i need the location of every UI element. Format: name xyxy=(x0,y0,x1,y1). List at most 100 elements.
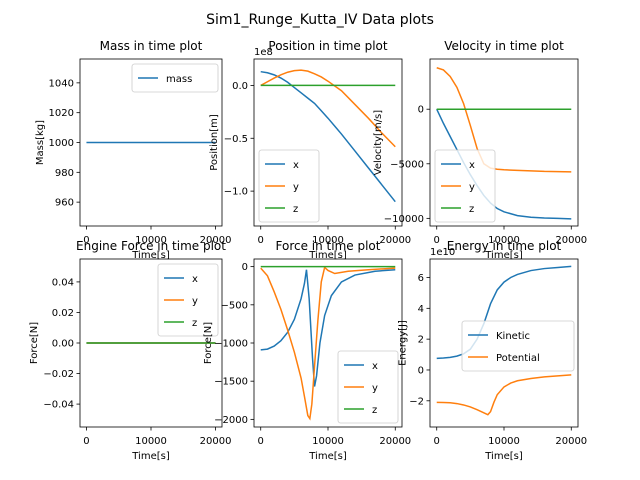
x-tick-label: 10000 xyxy=(488,436,520,447)
x-tick-label: 10000 xyxy=(488,235,520,246)
x-axis-label: Time[s] xyxy=(484,250,523,261)
y-tick-label: −2 xyxy=(409,396,424,407)
subplot-title: Position in time plot xyxy=(268,39,388,53)
legend-label-mass: mass xyxy=(166,74,192,85)
legend-label-x: x xyxy=(469,160,475,171)
x-tick-label: 10000 xyxy=(312,235,344,246)
y-axis-label: Energy[J] xyxy=(398,320,409,366)
x-tick-label: 10000 xyxy=(135,235,167,246)
x-tick-label: 20000 xyxy=(555,436,587,447)
y-tick-label: 0 xyxy=(242,262,248,273)
subplot-title: Engine Force in time plot xyxy=(76,239,226,253)
y-tick-label: 0.04 xyxy=(52,277,74,288)
y-tick-label: 960 xyxy=(55,198,74,209)
legend: mass xyxy=(131,63,219,93)
legend-label-y: y xyxy=(372,383,378,394)
legend-box xyxy=(258,149,320,223)
y-tick-label: −0.04 xyxy=(43,400,74,411)
y-tick-label: −1000 xyxy=(214,339,248,350)
series-lines xyxy=(260,265,396,421)
legend-box xyxy=(461,320,575,372)
legend-box xyxy=(434,149,496,223)
axis-offset-label: 1e8 xyxy=(254,47,273,58)
legend-label-z: z xyxy=(469,204,474,215)
legend-label-x: x xyxy=(293,160,299,171)
x-axis-label: Time[s] xyxy=(131,250,170,261)
legend: xyz xyxy=(337,350,399,424)
legend-label-x: x xyxy=(192,274,198,285)
y-tick-label: 0.02 xyxy=(52,308,74,319)
series-lines xyxy=(436,265,572,416)
y-tick-label: −2000 xyxy=(214,415,248,426)
y-tick-label: −5000 xyxy=(390,159,424,170)
y-tick-label: 2 xyxy=(418,335,424,346)
y-tick-label: −0.02 xyxy=(43,369,74,380)
y-tick-label: −1.0 xyxy=(224,187,248,198)
legend: Kinetic Potential xyxy=(461,320,575,372)
legend-box xyxy=(131,63,219,93)
legend-label-z: z xyxy=(293,204,298,215)
y-tick-label: 0.0 xyxy=(232,81,248,92)
legend-box xyxy=(157,263,219,337)
series-line-kinetic xyxy=(436,265,572,360)
legend-label-potential: Potential xyxy=(496,353,540,364)
legend-label-y: y xyxy=(293,182,299,193)
legend-label-x: x xyxy=(372,361,378,372)
legend: xyz xyxy=(157,263,219,337)
y-axis-label: Position[m] xyxy=(209,114,220,171)
y-axis-label: Force[N] xyxy=(203,322,214,364)
subplot-title: Energy in time plot xyxy=(447,239,562,253)
y-tick-label: −0.5 xyxy=(224,134,248,145)
subplot-title: Force in time plot xyxy=(276,239,381,253)
subplot-3: 0 10000 20000 −10000 −5000 0 Velocity in time … xyxy=(373,39,587,261)
series-lines xyxy=(260,69,396,203)
x-tick-label: 20000 xyxy=(555,235,587,246)
legend-box xyxy=(337,350,399,424)
legend-label-kinetic: Kinetic xyxy=(496,331,530,342)
subplot-4: 0 10000 20000 −0.04 −0.02 0.00 0.02 0.04 Engine … xyxy=(29,239,231,462)
y-axis-label: Mass[kg] xyxy=(35,120,46,165)
legend: xyz xyxy=(258,149,320,223)
y-tick-label: −10000 xyxy=(384,214,424,225)
subplot-title: Velocity in time plot xyxy=(444,39,564,53)
subplot-1: 0 10000 20000 960 980 1000 1020 1040 Mass in tim… xyxy=(35,39,231,261)
x-tick-label: 0 xyxy=(258,436,264,447)
y-tick-label: 0 xyxy=(418,365,424,376)
figure-title: Sim1_Runge_Kutta_IV Data plots xyxy=(206,12,434,28)
x-tick-label: 20000 xyxy=(379,436,411,447)
legend: xyz xyxy=(434,149,496,223)
y-tick-label: 980 xyxy=(55,168,74,179)
y-tick-label: −500 xyxy=(221,300,248,311)
x-tick-label: 0 xyxy=(83,436,89,447)
series-line-x xyxy=(260,268,396,387)
legend-label-y: y xyxy=(469,182,475,193)
y-tick-label: 4 xyxy=(418,304,424,315)
y-tick-label: 1020 xyxy=(49,108,74,119)
subplot-5: 0 10000 20000 −2000 −1500 −1000 −500 0 Force in … xyxy=(203,239,411,462)
subplot-title: Mass in time plot xyxy=(100,39,203,53)
series-line-potential xyxy=(436,374,572,416)
x-axis-label: Time[s] xyxy=(308,451,347,462)
x-tick-label: 0 xyxy=(434,436,440,447)
x-tick-label: 0 xyxy=(258,235,264,246)
y-axis-label: Force[N] xyxy=(29,322,40,364)
y-tick-label: 0.00 xyxy=(52,339,74,350)
x-tick-label: 0 xyxy=(434,235,440,246)
x-tick-label: 10000 xyxy=(312,436,344,447)
axis-offset-label: 1e10 xyxy=(430,247,455,258)
legend-label-z: z xyxy=(192,318,197,329)
y-tick-label: −1500 xyxy=(214,377,248,388)
x-axis-label: Time[s] xyxy=(308,250,347,261)
y-tick-label: 6 xyxy=(418,273,424,284)
legend-label-z: z xyxy=(372,405,377,416)
series-line-y xyxy=(260,69,396,148)
series-line-y xyxy=(260,265,396,421)
x-tick-label: 20000 xyxy=(379,235,411,246)
x-axis-label: Time[s] xyxy=(484,451,523,462)
x-axis-label: Time[s] xyxy=(131,451,170,462)
